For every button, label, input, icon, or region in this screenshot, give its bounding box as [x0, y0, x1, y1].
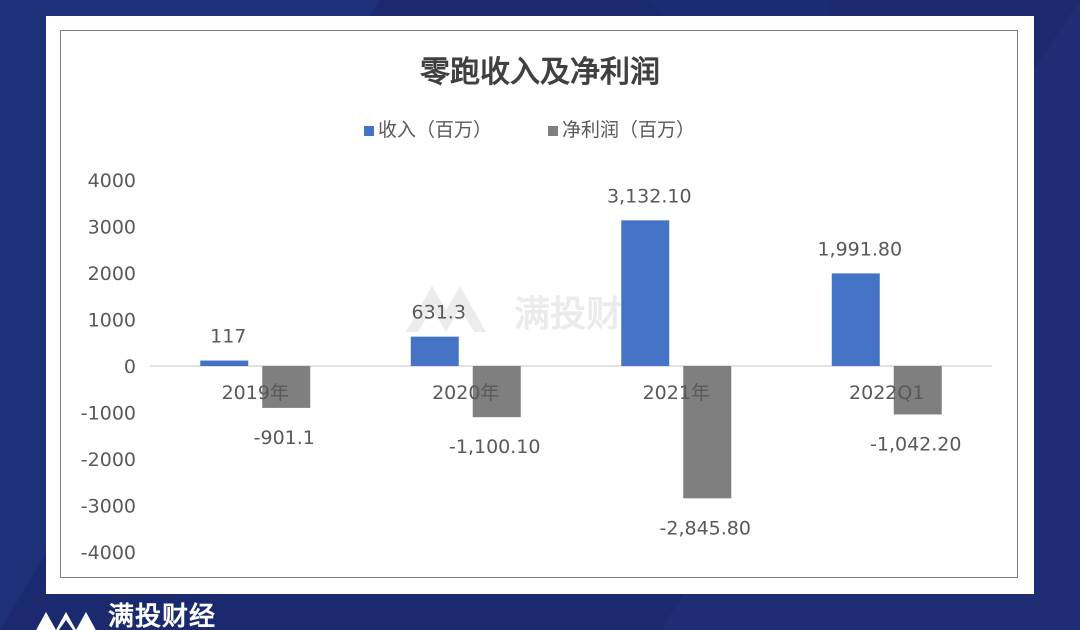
bar-net-profit — [472, 366, 521, 418]
brand-name: 满投财经 — [108, 602, 217, 630]
bar-net-profit — [893, 366, 942, 415]
y-tick-label: 3000 — [88, 217, 136, 239]
plot-area: 117 -901.1 2019年 631.3 -1,100.10 2020年 3,132.1… — [150, 185, 992, 539]
y-tick-label: -2000 — [81, 449, 136, 471]
y-tick-label: 1000 — [88, 310, 136, 332]
y-tick-label: 0 — [124, 356, 136, 378]
bar-revenue — [200, 360, 249, 366]
data-label-net-profit: -901.1 — [254, 427, 315, 449]
y-tick-label: 4000 — [88, 170, 136, 192]
bar-revenue — [621, 220, 670, 366]
brand-logo-icon — [36, 612, 96, 630]
y-axis: 4000 3000 2000 1000 0 -1000 -2000 -3000 -4000 — [81, 170, 136, 564]
data-label-revenue: 631.3 — [412, 302, 466, 324]
y-tick-label: -3000 — [81, 496, 136, 518]
data-label-net-profit: -1,100.10 — [449, 436, 540, 458]
x-category-label: 2021年 — [643, 382, 710, 404]
y-tick-label: 2000 — [88, 263, 136, 285]
bar-net-profit — [262, 366, 311, 408]
bar-revenue — [410, 336, 459, 366]
legend-swatch-net-profit — [548, 126, 558, 136]
data-label-revenue: 1,991.80 — [817, 238, 902, 260]
bar-revenue — [831, 273, 880, 366]
y-tick-label: -4000 — [81, 542, 136, 564]
bar-net-profit — [683, 366, 732, 499]
legend-swatch-revenue — [364, 126, 374, 136]
legend: 收入（百万） 净利润（百万） — [364, 119, 695, 141]
legend-label-net-profit: 净利润（百万） — [562, 119, 695, 141]
legend-label-revenue: 收入（百万） — [378, 119, 492, 141]
y-tick-label: -1000 — [81, 403, 136, 425]
footer-logo: 满投财经 — [34, 600, 216, 630]
data-label-net-profit: -1,042.20 — [870, 433, 961, 455]
chart-frame — [60, 30, 1018, 578]
chart-svg: 零跑收入及净利润 收入（百万） 净利润（百万） 满投财经 40003000200… — [81, 55, 992, 564]
x-category-label: 2020年 — [432, 382, 499, 404]
x-category-label: 2019年 — [222, 382, 289, 404]
data-label-revenue: 117 — [210, 326, 246, 348]
data-label-net-profit: -2,845.80 — [660, 517, 751, 539]
data-label-revenue: 3,132.10 — [607, 185, 692, 207]
watermark-logo-icon — [406, 286, 486, 332]
x-category-label: 2022Q1 — [849, 382, 924, 404]
chart-card: 零跑收入及净利润 收入（百万） 净利润（百万） 满投财经 4000 3000 200… — [46, 16, 1034, 594]
chart-title: 零跑收入及净利润 — [420, 55, 660, 90]
